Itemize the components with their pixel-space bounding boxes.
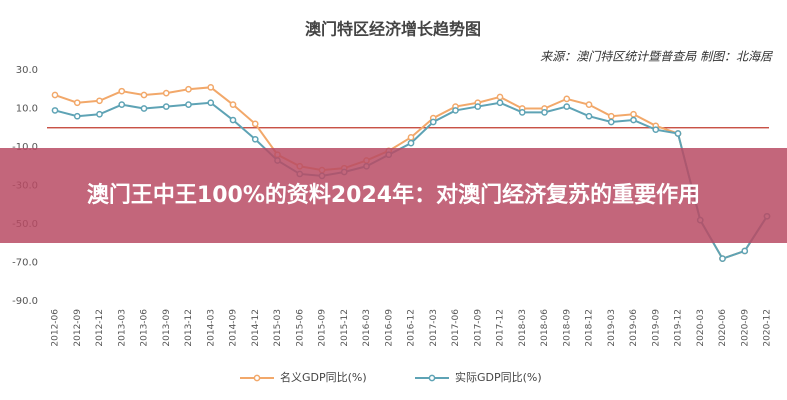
point [652,126,660,134]
x-tick-label: 2016-03 [362,309,372,347]
point [407,134,415,141]
point [429,118,437,126]
point [185,85,192,93]
point [407,139,415,147]
x-tick-label: 2020-09 [740,309,750,347]
x-tick-label: 2013-03 [117,309,127,347]
x-tick-label: 2018-03 [518,309,528,347]
point [73,112,81,120]
point [96,97,103,105]
x-tick-label: 2017-03 [429,309,439,347]
chart-subtitle: 来源：澳门特区统计暨普查局 制图：北海居 [540,50,773,64]
point [162,103,170,110]
x-tick-label: 2018-09 [562,309,572,347]
legend-label: 名义GDP同比(%) [280,370,367,384]
point [140,105,148,112]
x-tick-label: 2013-12 [184,309,194,347]
x-tick-label: 2018-06 [540,309,550,347]
chart-title: 澳门特区经济增长趋势图 [305,20,481,39]
point [630,116,637,124]
y-tick-label: -10.0 [12,142,38,153]
point [185,101,192,109]
point [474,103,482,110]
y-tick-label: -90.0 [12,296,38,307]
x-tick-label: 2018-12 [585,309,595,347]
x-tick-label: 2016-12 [407,309,417,347]
point [585,112,593,120]
point [452,107,459,114]
x-tick-label: 2019-12 [674,309,684,347]
x-tick-label: 2015-06 [295,309,305,347]
point [140,91,148,99]
x-tick-label: 2015-03 [273,309,283,347]
point [229,116,237,124]
point [207,83,215,91]
x-tick-label: 2014-12 [251,309,261,347]
point [118,101,126,109]
x-tick-label: 2013-06 [140,309,150,347]
y-tick-label: 10.0 [16,104,38,115]
banner: 澳门王中王100%的资料2024年：对澳门经济复苏的重要作用 [0,148,787,243]
x-tick-label: 2013-09 [162,309,172,347]
x-tick-label: 2019-03 [607,309,617,347]
point [585,101,593,109]
point [207,99,215,107]
x-tick-label: 2020-06 [718,309,728,347]
x-tick-label: 2014-03 [206,309,216,347]
banner-text: 澳门王中王100%的资料2024年：对澳门经济复苏的重要作用 [86,182,701,208]
point [630,110,637,118]
point [51,91,59,99]
x-tick-label: 2014-09 [229,309,239,347]
point [741,247,749,255]
point [496,93,504,101]
x-tick-label: 2012-09 [73,309,83,347]
point [719,255,726,262]
x-tick-label: 2015-09 [318,309,328,347]
legend-point [253,374,261,382]
point [162,89,170,97]
point [251,120,259,128]
legend-point [428,374,436,382]
point [518,109,526,116]
point [607,112,615,120]
x-tick-label: 2015-12 [340,309,350,347]
x-tick-label: 2012-12 [95,309,105,347]
x-tick-label: 2016-09 [384,309,394,347]
x-tick-label: 2017-09 [473,309,483,347]
point [541,109,548,116]
point [607,118,615,126]
point [73,99,81,107]
point [229,101,237,109]
y-tick-label: -70.0 [12,258,38,269]
x-tick-label: 2019-09 [651,309,661,347]
x-tick-label: 2019-06 [629,309,639,347]
x-tick-label: 2017-06 [451,309,461,347]
x-tick-label: 2020-03 [696,309,706,347]
point [563,95,571,103]
point [96,110,103,118]
y-tick-label: 30.0 [16,65,38,76]
point [118,87,126,95]
point [251,135,259,143]
point [563,103,571,110]
point [674,130,682,137]
legend-label: 实际GDP同比(%) [455,370,542,384]
x-tick-label: 2020-12 [763,309,773,347]
point [51,107,59,114]
x-tick-label: 2017-12 [496,309,506,347]
point [496,99,504,107]
x-tick-label: 2012-06 [51,309,61,347]
